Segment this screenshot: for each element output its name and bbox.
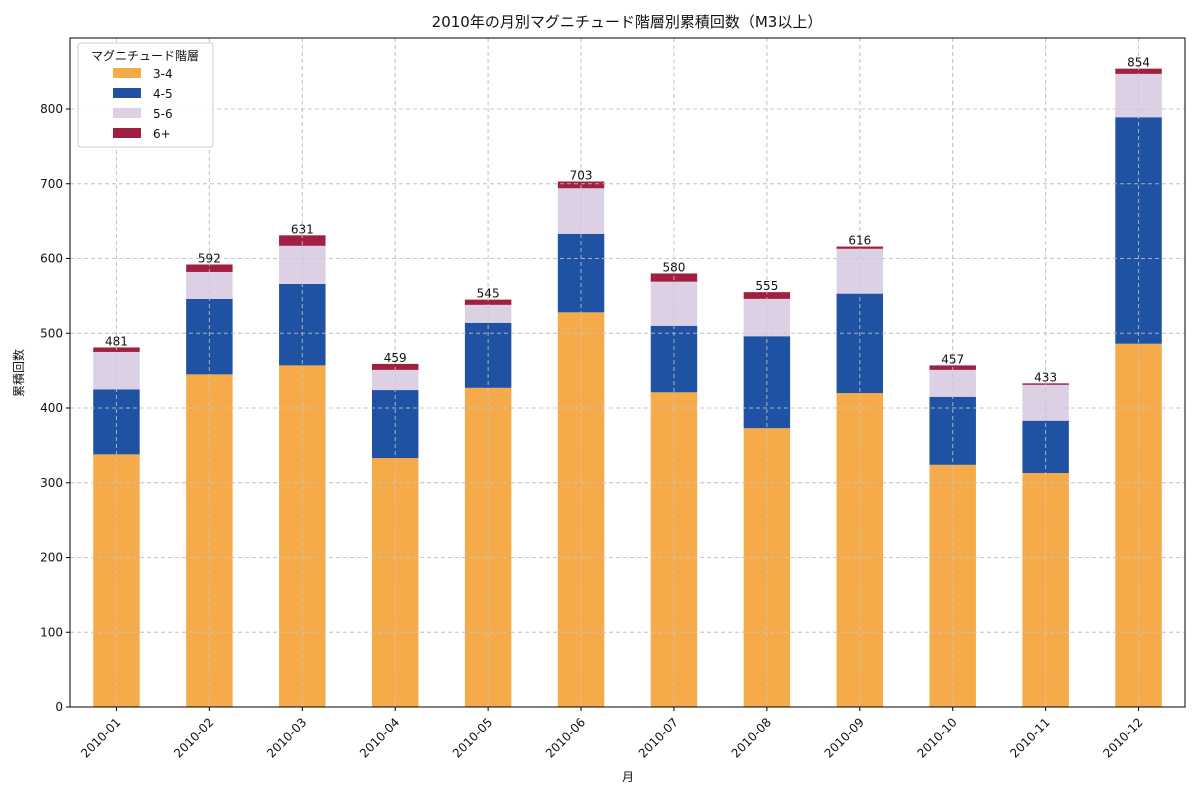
bar-segment-3-4 <box>186 374 233 707</box>
legend-label: 4-5 <box>153 87 173 101</box>
legend-swatch-3-4 <box>113 68 141 78</box>
x-tick-label: 2010-06 <box>543 715 588 760</box>
x-tick-label: 2010-12 <box>1100 715 1145 760</box>
y-tick-label: 500 <box>40 326 63 340</box>
plot-frame <box>69 37 1186 708</box>
x-tick-label: 2010-07 <box>636 715 681 760</box>
bar-segment-6+ <box>557 181 605 189</box>
x-tick-label: 2010-11 <box>1007 715 1052 760</box>
bar-segment-6+ <box>186 264 233 272</box>
x-tick-label: 2010-03 <box>264 715 309 760</box>
y-tick-label: 700 <box>40 177 63 191</box>
total-label: 631 <box>291 222 314 236</box>
bar-segment-6+ <box>371 363 419 370</box>
y-tick-label: 200 <box>40 551 63 565</box>
bar-segment-5-6 <box>371 369 419 391</box>
bar-segment-3-4 <box>464 387 512 707</box>
bar-segment-4-5 <box>93 389 140 455</box>
bar-segment-3-4 <box>743 428 791 707</box>
x-tick-label: 2010-04 <box>357 715 402 760</box>
bar-segment-6+ <box>836 246 884 249</box>
x-tick-label: 2010-05 <box>450 715 495 760</box>
grid <box>70 38 1185 708</box>
total-label: 616 <box>848 234 871 248</box>
y-tick-label: 300 <box>40 476 63 490</box>
bar-segment-3-4 <box>371 458 419 707</box>
total-label: 459 <box>384 351 407 365</box>
y-axis-label: 累積回数 <box>11 349 26 397</box>
y-tick-label: 400 <box>40 401 63 415</box>
total-label: 481 <box>105 334 128 348</box>
y-axis: 0 100 200 300 400 500 600 700 800 <box>40 102 70 714</box>
total-label: 703 <box>570 169 593 183</box>
legend: マグニチュード階層 3-4 4-5 5-6 6+ <box>77 42 214 148</box>
bars <box>93 68 1162 707</box>
total-label: 457 <box>941 352 964 366</box>
bar-segment-6+ <box>464 299 512 305</box>
y-tick-label: 800 <box>40 102 63 116</box>
y-tick-label: 100 <box>40 625 63 639</box>
bar-segment-6+ <box>743 292 791 299</box>
total-label: 854 <box>1127 56 1150 70</box>
bar-segment-6+ <box>279 235 326 246</box>
legend-swatch-4-5 <box>113 88 141 98</box>
legend-box <box>77 42 214 148</box>
legend-title: マグニチュード階層 <box>91 48 199 63</box>
x-axis-label: 月 <box>622 770 634 784</box>
x-tick-label: 2010-01 <box>78 715 123 760</box>
total-label: 545 <box>477 287 500 301</box>
legend-label: 6+ <box>153 127 171 141</box>
y-tick-label: 0 <box>55 700 63 714</box>
y-tick-label: 600 <box>40 252 63 266</box>
x-tick-label: 2010-08 <box>729 715 774 760</box>
legend-swatch-6+ <box>113 128 141 138</box>
total-labels: 481 592 631 459 545 703 580 555 616 457 433 854 <box>105 56 1150 385</box>
chart-title: 2010年の月別マグニチュード階層別累積回数（M3以上） <box>432 13 823 31</box>
total-label: 592 <box>198 251 221 265</box>
total-label: 433 <box>1034 370 1057 384</box>
total-label: 580 <box>663 260 686 274</box>
x-axis: 2010-01 2010-02 2010-03 2010-04 2010-05 2010-… <box>78 707 1146 761</box>
legend-label: 3-4 <box>153 67 173 81</box>
x-tick-label: 2010-10 <box>914 715 959 760</box>
bar-segment-4-5 <box>836 293 884 394</box>
total-label: 555 <box>755 279 778 293</box>
grid <box>70 38 1185 708</box>
x-tick-label: 2010-09 <box>822 715 867 760</box>
legend-label: 5-6 <box>153 107 173 121</box>
legend-swatch-5-6 <box>113 108 141 118</box>
bar-segment-6+ <box>1115 68 1162 74</box>
x-tick-label: 2010-02 <box>171 715 216 760</box>
